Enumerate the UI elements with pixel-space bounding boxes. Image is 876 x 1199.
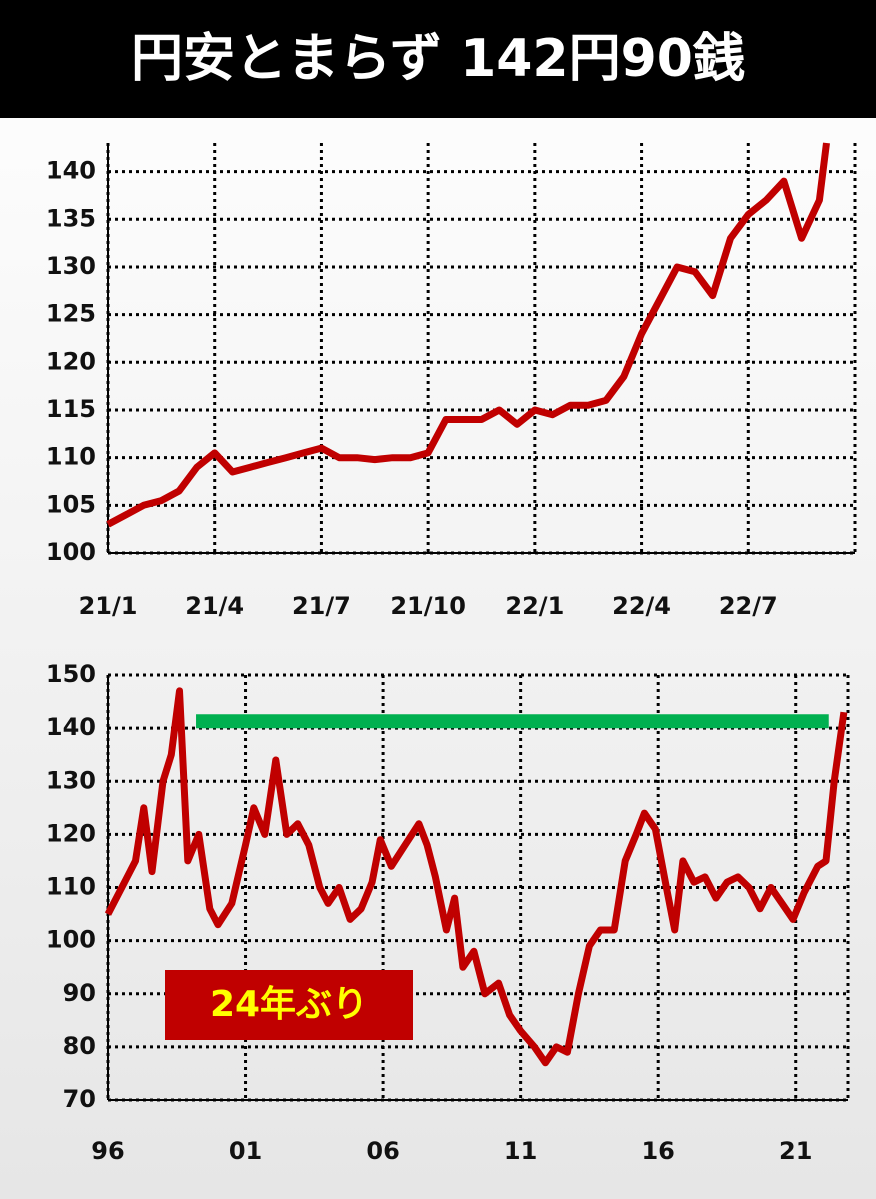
x-tick-label: 21/4 xyxy=(185,592,244,620)
annotation: 24年ぶり xyxy=(210,984,368,1025)
y-tick-label: 105 xyxy=(46,490,96,518)
y-tick-label: 130 xyxy=(46,766,96,794)
line xyxy=(106,142,830,528)
x-tick-label: 21/7 xyxy=(292,592,351,620)
x-tick-label: 06 xyxy=(366,1137,399,1165)
x-tick-label: 21/1 xyxy=(79,592,138,620)
y-tick-label: 100 xyxy=(46,538,96,566)
x-tick-label: 01 xyxy=(229,1137,262,1165)
x-tick-label: 21 xyxy=(779,1137,812,1165)
y-tick-label: 115 xyxy=(46,395,96,423)
x-tick-label: 11 xyxy=(504,1137,537,1165)
x-tick-label: 16 xyxy=(641,1137,674,1165)
y-tick-label: 110 xyxy=(46,443,96,471)
y-tick-label: 70 xyxy=(63,1085,96,1113)
annotation-box xyxy=(165,970,413,1040)
y-tick-label: 150 xyxy=(46,660,96,688)
x-tick-label: 21/10 xyxy=(390,592,466,620)
y-tick-label: 100 xyxy=(46,926,96,954)
x-tick-label: 22/4 xyxy=(612,592,671,620)
x-tick-label: 22/7 xyxy=(719,592,778,620)
y-tick-label: 90 xyxy=(63,979,96,1007)
y-tick-label: 135 xyxy=(46,204,96,232)
y-tick-label: 140 xyxy=(46,713,96,741)
line xyxy=(104,687,848,1067)
title-banner xyxy=(0,0,876,118)
y-tick-label: 120 xyxy=(46,347,96,375)
y-tick-label: 110 xyxy=(46,873,96,901)
y-tick-label: 125 xyxy=(46,300,96,328)
y-tick-label: 130 xyxy=(46,252,96,280)
x-tick-label: 96 xyxy=(91,1137,124,1165)
y-tick-label: 140 xyxy=(46,157,96,185)
y-tick-label: 80 xyxy=(63,1032,96,1060)
x-tick-label: 22/1 xyxy=(505,592,564,620)
chart-title: 円安とまらず 142円90銭 xyxy=(131,29,745,89)
y-tick-label: 120 xyxy=(46,819,96,847)
